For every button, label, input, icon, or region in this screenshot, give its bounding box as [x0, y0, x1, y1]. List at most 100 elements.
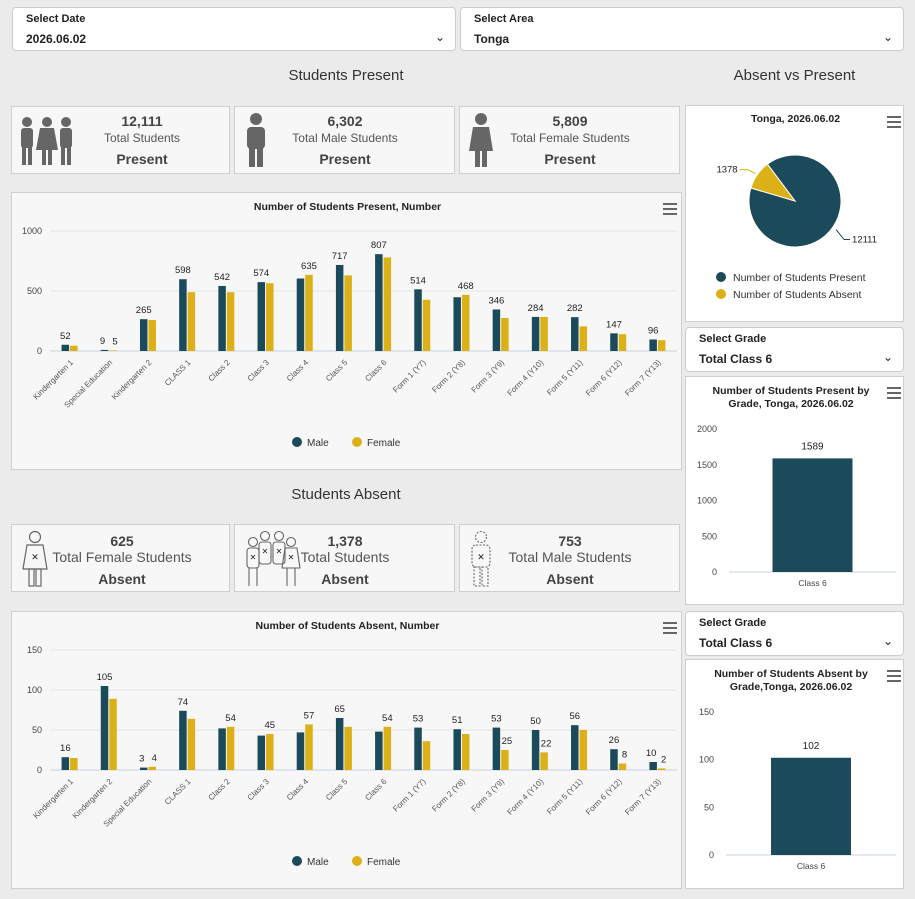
svg-text:✕: ✕	[31, 552, 39, 562]
x-tick-label: Form 4 (Y10)	[506, 777, 546, 817]
bar-male	[649, 339, 657, 351]
y-tick-label: 0	[709, 850, 714, 860]
kpi-description: Total Female Students	[52, 549, 192, 565]
x-tick-label: Class 3	[246, 358, 272, 384]
bar-female	[422, 299, 431, 351]
menu-icon[interactable]	[887, 116, 901, 128]
bar-male	[179, 710, 187, 770]
bar-female	[383, 257, 392, 351]
bar-male	[571, 317, 579, 351]
data-label: 346	[488, 295, 504, 306]
legend-marker	[716, 272, 726, 282]
menu-icon[interactable]	[887, 387, 901, 399]
male-student-outline-icon: ✕	[471, 530, 491, 587]
y-tick-label: 0	[37, 346, 42, 356]
absent-chart-panel: Number of Students Absent, Number 0 50 100…	[11, 611, 682, 889]
data-label: 96	[648, 325, 659, 336]
legend-marker-male	[292, 437, 302, 447]
kpi-state: Absent	[98, 571, 146, 587]
data-label: 54	[382, 713, 393, 724]
data-label: 284	[528, 303, 544, 314]
x-tick-label: CLASS 1	[163, 777, 193, 807]
kpi-female-absent: ✕ 625 Total Female Students Absent	[11, 524, 230, 592]
legend-marker	[716, 289, 726, 299]
bar-female	[618, 763, 627, 770]
menu-icon[interactable]	[663, 622, 677, 634]
x-tick-label: Form 3 (Y9)	[470, 777, 507, 814]
data-label: 8	[622, 750, 627, 761]
y-tick-label: 50	[32, 725, 42, 735]
grade-select-present[interactable]: Select Grade Total Class 6 ⌄	[685, 327, 904, 372]
kpi-description: Total Students	[103, 131, 181, 145]
bar-male	[100, 349, 109, 351]
female-student-outline-icon: ✕	[22, 530, 48, 587]
x-tick-label: Form 4 (Y10)	[506, 358, 546, 398]
grade-select-absent[interactable]: Select Grade Total Class 6 ⌄	[685, 611, 904, 656]
bar-male	[335, 264, 344, 351]
chart-title: Number of Students Present by Grade, Ton…	[712, 385, 870, 410]
bar-female	[70, 758, 78, 770]
bar-female	[266, 283, 274, 351]
x-tick-label: Form 2 (Y8)	[430, 777, 467, 814]
x-tick-label: Class 5	[324, 358, 350, 384]
bar-female	[579, 326, 588, 351]
y-tick-label: 1000	[22, 226, 42, 236]
y-tick-label: 500	[27, 286, 42, 296]
data-label: 22	[541, 738, 552, 749]
kpi-state: Absent	[321, 571, 369, 587]
bar-female	[540, 752, 548, 770]
bar-male	[571, 725, 579, 770]
chart-title: Number of Students Absent by Grade,Tonga…	[714, 668, 868, 693]
bar-male	[649, 762, 657, 770]
data-label: 2	[661, 754, 666, 765]
kpi-description: Total Female Students	[510, 131, 630, 145]
data-label: 25	[502, 736, 513, 747]
bar-male	[257, 282, 266, 351]
kpi-state: Present	[544, 151, 596, 167]
y-tick-label: 1000	[697, 496, 717, 506]
legend-label-female: Female	[367, 857, 401, 868]
bar-female	[187, 718, 196, 770]
x-tick-label: Class 4	[285, 358, 311, 384]
x-tick-label: Class 4	[285, 777, 311, 803]
y-tick-label: 500	[702, 531, 717, 541]
grade-select-label: Select Grade	[699, 333, 767, 345]
bar-female	[226, 292, 235, 351]
chevron-down-icon: ⌄	[882, 634, 893, 648]
bar-female	[501, 750, 509, 770]
chart-title: Tonga, 2026.06.02	[750, 113, 841, 125]
students-absent-title: Students Absent	[291, 486, 401, 503]
data-label: 807	[371, 240, 387, 251]
legend-marker-female	[352, 437, 362, 447]
kpi-number: 6,302	[327, 113, 363, 129]
menu-icon[interactable]	[663, 203, 677, 215]
bar-male	[375, 731, 383, 770]
students-present-title: Students Present	[288, 67, 404, 84]
date-select-value: 2026.06.02	[26, 32, 87, 46]
grade-present-chart-panel: Number of Students Present by Grade, Ton…	[685, 376, 904, 605]
y-tick-label: 150	[27, 645, 42, 655]
area-select[interactable]: Select Area Tonga ⌄	[460, 7, 904, 51]
bar-male	[492, 727, 501, 770]
grade-absent-chart-panel: Number of Students Absent by Grade,Tonga…	[685, 659, 904, 889]
y-tick-label: 0	[37, 765, 42, 775]
bar-male	[139, 319, 148, 351]
bar	[772, 458, 853, 572]
data-label: 717	[332, 251, 348, 262]
x-tick-label: Kindergarten 1	[32, 777, 76, 821]
kpi-female-present: 5,809 Total Female Students Present	[459, 106, 680, 174]
menu-icon[interactable]	[887, 670, 901, 682]
absent-bar-chart: 0 50 100 150 16 Kindergarten 1 105 Kindergarten…	[27, 645, 677, 868]
bar-male	[335, 718, 344, 770]
date-select[interactable]: Select Date 2026.06.02 ⌄	[12, 7, 456, 51]
bar-male	[179, 279, 187, 351]
bar-male	[610, 333, 618, 351]
bar-female	[109, 350, 117, 351]
data-label: 10	[646, 748, 657, 759]
chart-title: Number of Students Present, Number	[253, 201, 442, 213]
bar-male	[296, 732, 305, 770]
kpi-male-present: 6,302 Total Male Students Present	[234, 106, 455, 174]
y-tick-label: 1500	[697, 460, 717, 470]
legend-label: Number of Students Present	[733, 272, 866, 284]
x-tick-label: Class 6	[797, 861, 826, 871]
